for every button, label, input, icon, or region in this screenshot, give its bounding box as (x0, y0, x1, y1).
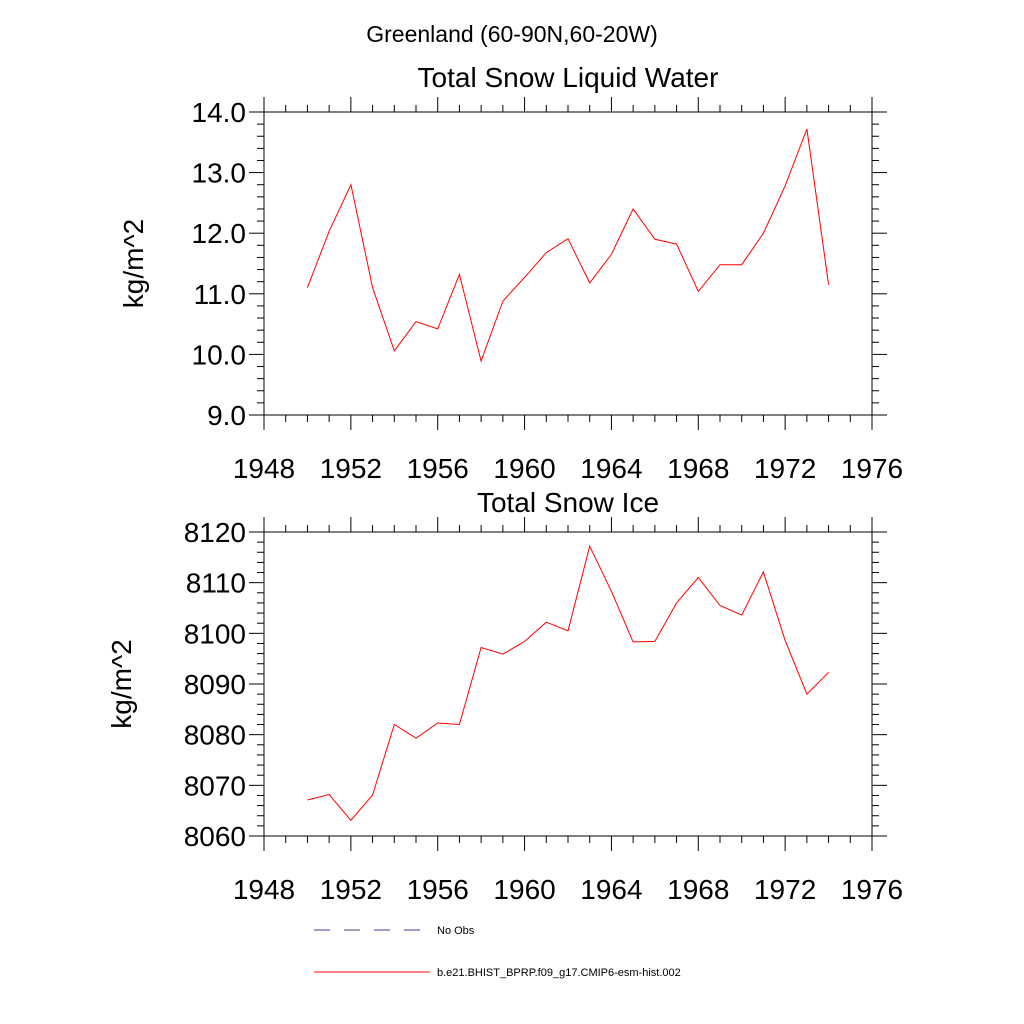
x-tick-label: 1972 (754, 874, 816, 905)
x-tick-label: 1956 (407, 453, 469, 484)
y-tick-label: 14.0 (192, 97, 247, 128)
y-tick-label: 13.0 (192, 158, 247, 189)
plot-frame (263, 111, 873, 416)
x-tick-label: 1952 (320, 874, 382, 905)
x-tick-label: 1976 (841, 453, 903, 484)
x-tick-label: 1952 (320, 453, 382, 484)
figure-title: Greenland (60-90N,60-20W) (366, 21, 657, 47)
x-tick-label: 1948 (233, 874, 295, 905)
panel-snow-liquid-water: Total Snow Liquid Water kg/m^2 1948 1952 195… (118, 62, 903, 484)
x-tick-label: 1960 (493, 453, 555, 484)
series-line (306, 128, 830, 363)
x-tick-label: 1960 (493, 874, 555, 905)
y-tick-label: 8100 (184, 618, 246, 649)
chart-title: Total Snow Liquid Water (418, 62, 719, 93)
panel-snow-ice: Total Snow Ice kg/m^2 1948 1952 1956 1960 1964… (106, 487, 903, 905)
x-tick-label: 1964 (580, 874, 642, 905)
y-tick-label: 8070 (184, 770, 246, 801)
y-tick-label: 8090 (184, 669, 246, 700)
x-tick-label: 1956 (407, 874, 469, 905)
y-axis-label: kg/m^2 (106, 639, 137, 728)
y-tick-label: 11.0 (194, 279, 246, 310)
x-tick-label: 1968 (667, 874, 729, 905)
y-tick-label: 8080 (184, 720, 246, 751)
y-tick-label: 8120 (184, 517, 246, 548)
chart-title: Total Snow Ice (477, 487, 659, 518)
x-tick-label: 1964 (580, 453, 642, 484)
series-line (307, 544, 829, 822)
legend-label-no-obs: No Obs (437, 925, 475, 937)
legend: No Obs b.e21.BHIST_BPRP.f09_g17.CMIP6-es… (314, 925, 681, 979)
y-tick-label: 8110 (186, 568, 246, 599)
plot-frame (263, 531, 873, 837)
y-tick-label: 10.0 (192, 339, 247, 370)
x-tick-label: 1976 (841, 874, 903, 905)
y-axis-label: kg/m^2 (118, 219, 149, 308)
y-tick-label: 8060 (184, 821, 246, 852)
x-tick-label: 1972 (754, 453, 816, 484)
x-tick-label: 1968 (667, 453, 729, 484)
x-tick-label: 1948 (233, 453, 295, 484)
y-tick-label: 12.0 (192, 218, 247, 249)
y-tick-label: 9.0 (207, 400, 246, 431)
legend-label-model: b.e21.BHIST_BPRP.f09_g17.CMIP6-esm-hist.… (437, 967, 681, 979)
